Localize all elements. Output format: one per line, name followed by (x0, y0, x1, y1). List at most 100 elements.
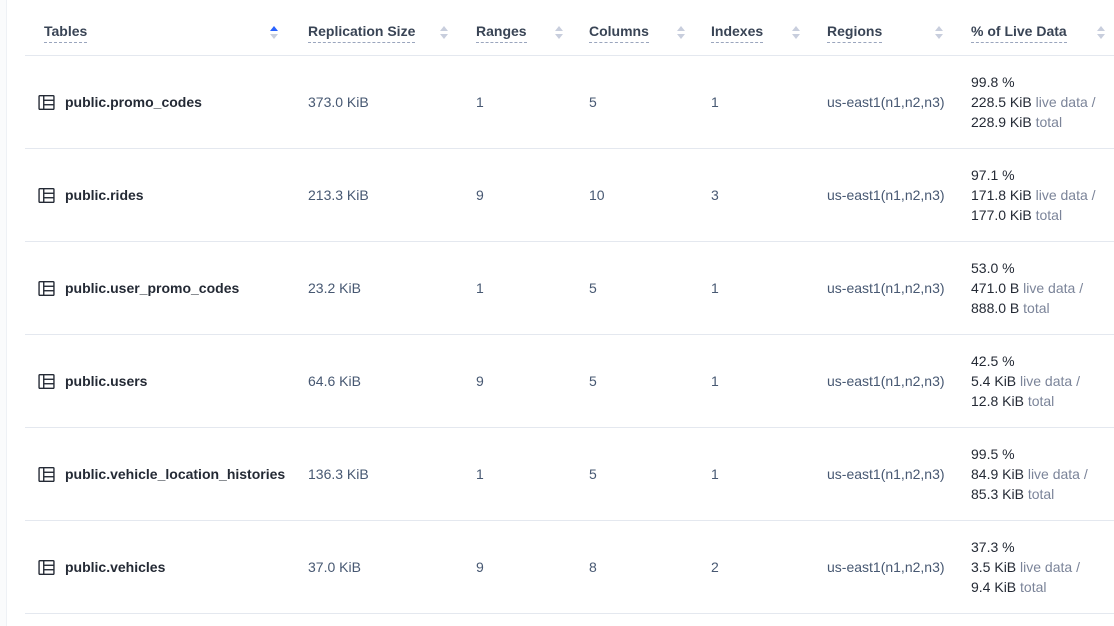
total-data-suffix: total (1023, 300, 1050, 316)
total-data-suffix: total (1035, 114, 1063, 130)
live-data-cell: 97.1 % 171.8 KiB live data / 177.0 KiB t… (955, 165, 1114, 225)
columns-value: 10 (589, 187, 605, 203)
replication-size-value: 64.6 KiB (308, 373, 361, 389)
column-header-ranges[interactable]: Ranges (460, 0, 575, 55)
total-data-suffix: total (1027, 486, 1055, 502)
columns-value: 5 (589, 280, 597, 296)
column-header-live-data[interactable]: % of Live Data (955, 0, 1114, 55)
replication-size-value: 373.0 KiB (308, 94, 369, 110)
table-name-link[interactable]: public.user_promo_codes (25, 280, 290, 297)
table-grid-icon (38, 559, 55, 575)
live-data-cell: 53.0 % 471.0 B live data / 888.0 B total (955, 258, 1114, 318)
live-data-cell: 99.8 % 228.5 KiB live data / 228.9 KiB t… (955, 72, 1114, 132)
sort-arrows-icon[interactable] (270, 26, 278, 39)
live-data-size: 171.8 KiB (971, 187, 1032, 203)
table-name: public.vehicles (65, 559, 166, 575)
total-data-size: 9.4 KiB (971, 579, 1017, 595)
table-name-link[interactable]: public.rides (25, 187, 290, 204)
regions-value: us-east1(n1,n2,n3) (827, 187, 945, 203)
table-name-link[interactable]: public.vehicle_location_histories (25, 466, 290, 483)
live-data-percent: 53.0 % (971, 260, 1015, 276)
indexes-value: 1 (711, 94, 719, 110)
live-data-suffix: live data / (1035, 187, 1096, 203)
sort-arrows-icon[interactable] (935, 26, 943, 39)
ranges-value: 1 (476, 280, 484, 296)
live-data-size: 3.5 KiB (971, 559, 1017, 575)
table-row: public.rides 213.3 KiB 9 10 3 us-east1(n… (25, 149, 1114, 242)
indexes-value: 3 (711, 187, 719, 203)
column-header-label[interactable]: Indexes (711, 23, 764, 43)
live-data-percent: 42.5 % (971, 353, 1015, 369)
live-data-size: 84.9 KiB (971, 466, 1024, 482)
table-name: public.user_promo_codes (65, 280, 240, 296)
table-row: public.users 64.6 KiB 9 5 1 us-east1(n1,… (25, 335, 1114, 428)
columns-value: 5 (589, 466, 597, 482)
ranges-value: 9 (476, 373, 484, 389)
column-header-regions[interactable]: Regions (812, 0, 955, 55)
live-data-cell: 99.5 % 84.9 KiB live data / 85.3 KiB tot… (955, 444, 1114, 504)
total-data-size: 12.8 KiB (971, 393, 1024, 409)
tables-table: Tables Replication Size Ranges Columns I… (25, 0, 1114, 614)
total-data-suffix: total (1027, 393, 1055, 409)
live-data-suffix: live data / (1020, 373, 1080, 389)
column-header-replication-size[interactable]: Replication Size (290, 0, 460, 55)
replication-size-value: 136.3 KiB (308, 466, 369, 482)
live-data-suffix: live data / (1023, 280, 1084, 296)
table-name-link[interactable]: public.users (25, 373, 290, 390)
live-data-percent: 37.3 % (971, 539, 1015, 555)
column-header-columns[interactable]: Columns (575, 0, 697, 55)
live-data-size: 471.0 B (971, 280, 1020, 296)
regions-value: us-east1(n1,n2,n3) (827, 280, 945, 296)
replication-size-value: 213.3 KiB (308, 187, 369, 203)
live-data-suffix: live data / (1027, 466, 1088, 482)
ranges-value: 1 (476, 94, 484, 110)
replication-size-value: 23.2 KiB (308, 280, 361, 296)
table-grid-icon (38, 466, 55, 482)
live-data-size: 228.5 KiB (971, 94, 1032, 110)
total-data-size: 228.9 KiB (971, 114, 1032, 130)
live-data-cell: 42.5 % 5.4 KiB live data / 12.8 KiB tota… (955, 351, 1114, 411)
column-header-indexes[interactable]: Indexes (697, 0, 812, 55)
replication-size-value: 37.0 KiB (308, 559, 361, 575)
table-name: public.users (65, 373, 148, 389)
page-left-gutter (0, 0, 7, 626)
table-header-row: Tables Replication Size Ranges Columns I… (25, 0, 1114, 56)
sort-arrows-icon[interactable] (555, 26, 563, 39)
regions-value: us-east1(n1,n2,n3) (827, 373, 945, 389)
table-row: public.promo_codes 373.0 KiB 1 5 1 us-ea… (25, 56, 1114, 149)
table-grid-icon (38, 373, 55, 389)
table-body: public.promo_codes 373.0 KiB 1 5 1 us-ea… (25, 56, 1114, 614)
indexes-value: 1 (711, 466, 719, 482)
table-name: public.rides (65, 187, 144, 203)
ranges-value: 9 (476, 187, 484, 203)
sort-arrows-icon[interactable] (1097, 26, 1105, 39)
columns-value: 8 (589, 559, 597, 575)
sort-arrows-icon[interactable] (440, 26, 448, 39)
live-data-size: 5.4 KiB (971, 373, 1017, 389)
live-data-percent: 99.5 % (971, 446, 1015, 462)
column-header-label[interactable]: Replication Size (308, 23, 416, 43)
columns-value: 5 (589, 373, 597, 389)
live-data-percent: 99.8 % (971, 74, 1015, 90)
indexes-value: 1 (711, 280, 719, 296)
table-name-link[interactable]: public.vehicles (25, 559, 290, 576)
ranges-value: 1 (476, 466, 484, 482)
total-data-size: 177.0 KiB (971, 207, 1032, 223)
total-data-size: 85.3 KiB (971, 486, 1024, 502)
column-header-tables[interactable]: Tables (25, 0, 290, 55)
table-name: public.promo_codes (65, 94, 202, 110)
sort-arrows-icon[interactable] (792, 26, 800, 39)
sort-arrows-icon[interactable] (677, 26, 685, 39)
column-header-label[interactable]: % of Live Data (971, 23, 1067, 43)
live-data-percent: 97.1 % (971, 167, 1015, 183)
total-data-suffix: total (1020, 579, 1047, 595)
table-grid-icon (38, 187, 55, 203)
column-header-label[interactable]: Ranges (476, 23, 527, 43)
table-row: public.user_promo_codes 23.2 KiB 1 5 1 u… (25, 242, 1114, 335)
column-header-label[interactable]: Columns (589, 23, 649, 43)
regions-value: us-east1(n1,n2,n3) (827, 559, 945, 575)
regions-value: us-east1(n1,n2,n3) (827, 466, 945, 482)
column-header-label[interactable]: Tables (44, 23, 88, 43)
table-name-link[interactable]: public.promo_codes (25, 94, 290, 111)
column-header-label[interactable]: Regions (827, 23, 883, 43)
